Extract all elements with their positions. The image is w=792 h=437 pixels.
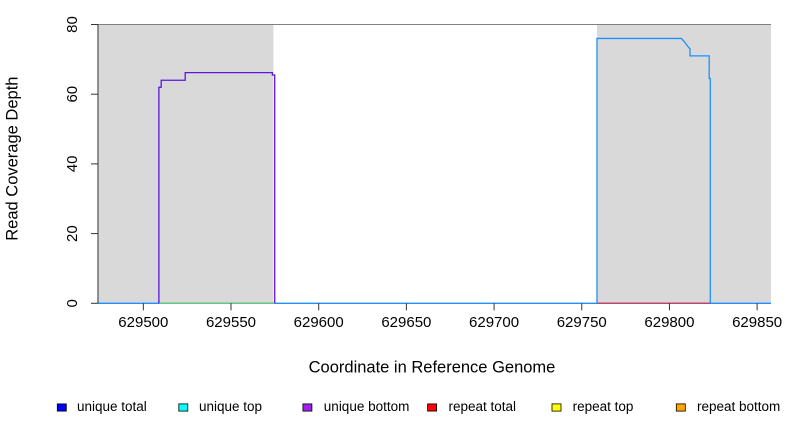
svg-text:unique bottom: unique bottom <box>324 399 410 414</box>
svg-text:repeat total: repeat total <box>449 399 517 414</box>
svg-text:40: 40 <box>64 156 81 173</box>
svg-text:80: 80 <box>64 16 81 33</box>
svg-text:repeat top: repeat top <box>573 399 634 414</box>
svg-text:629800: 629800 <box>644 314 694 331</box>
svg-text:629500: 629500 <box>118 314 168 331</box>
svg-text:629700: 629700 <box>469 314 519 331</box>
svg-text:629600: 629600 <box>294 314 344 331</box>
svg-text:20: 20 <box>64 225 81 242</box>
svg-text:Coordinate in Reference Genome: Coordinate in Reference Genome <box>309 358 556 376</box>
svg-text:60: 60 <box>64 86 81 103</box>
svg-text:repeat bottom: repeat bottom <box>697 399 780 414</box>
svg-text:629650: 629650 <box>381 314 431 331</box>
svg-text:unique top: unique top <box>199 399 262 414</box>
svg-text:629550: 629550 <box>206 314 256 331</box>
svg-text:Read Coverage Depth: Read Coverage Depth <box>3 77 21 241</box>
svg-text:629850: 629850 <box>732 314 782 331</box>
svg-text:629750: 629750 <box>557 314 607 331</box>
svg-text:unique total: unique total <box>77 399 147 414</box>
svg-text:0: 0 <box>64 299 81 307</box>
